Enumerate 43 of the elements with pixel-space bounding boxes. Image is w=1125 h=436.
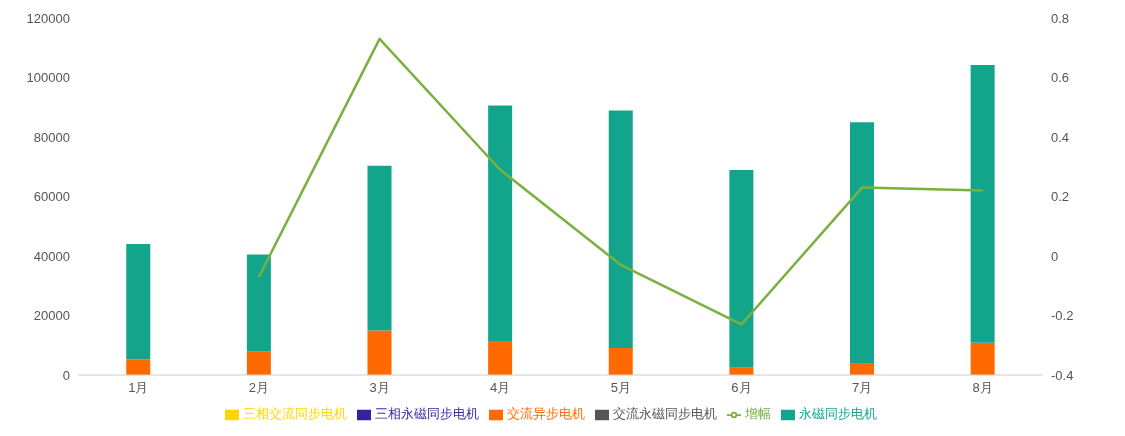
y2-tick-label: -0.2 (1051, 308, 1074, 324)
legend-label: 交流永磁同步电机 (612, 406, 717, 421)
y-tick-label: 120000 (26, 10, 70, 26)
bar (729, 170, 754, 368)
legend-label: 三相交流同步电机 (242, 406, 347, 421)
y-tick-label: 60000 (33, 189, 70, 205)
legend-label: 永磁同步电机 (798, 406, 877, 421)
y-tick-label: 0 (62, 367, 70, 383)
bar (246, 254, 271, 352)
y2-tick-label: 0.4 (1051, 129, 1070, 145)
legend-label: 交流异步电机 (506, 406, 585, 421)
x-tick-label: 4月 (490, 380, 511, 396)
y2-tick-label: 0.6 (1051, 70, 1070, 86)
bar (126, 359, 151, 375)
legend-label: 三相永磁同步电机 (374, 406, 479, 421)
x-tick-label: 2月 (248, 380, 270, 396)
y2-tick-label: 0.2 (1051, 189, 1070, 205)
bar (488, 341, 513, 375)
bar (608, 347, 633, 375)
x-tick-label: 5月 (610, 380, 631, 396)
bar (608, 110, 633, 348)
line-series (257, 37, 984, 326)
y2-tick-label: 0 (1051, 248, 1059, 264)
x-tick-label: 1月 (128, 380, 149, 396)
y-tick-label: 20000 (33, 308, 70, 324)
bar (970, 342, 995, 375)
x-tick-label: 8月 (972, 380, 993, 396)
bar (488, 105, 513, 342)
legend-label: 增幅 (744, 406, 771, 421)
y2-tick-label: -0.4 (1051, 367, 1074, 383)
x-tick-label: 3月 (369, 380, 390, 396)
y2-tick-label: 0.8 (1051, 10, 1070, 26)
y-tick-label: 40000 (33, 248, 70, 264)
bar (850, 122, 874, 364)
bar (367, 165, 392, 331)
y-tick-label: 100000 (26, 70, 70, 86)
y-tick-label: 80000 (33, 129, 70, 145)
x-tick-label: 7月 (851, 380, 873, 396)
bar (367, 330, 392, 375)
bar (246, 351, 271, 375)
x-tick-label: 6月 (731, 380, 752, 396)
bar (970, 65, 995, 343)
bar (126, 244, 151, 360)
